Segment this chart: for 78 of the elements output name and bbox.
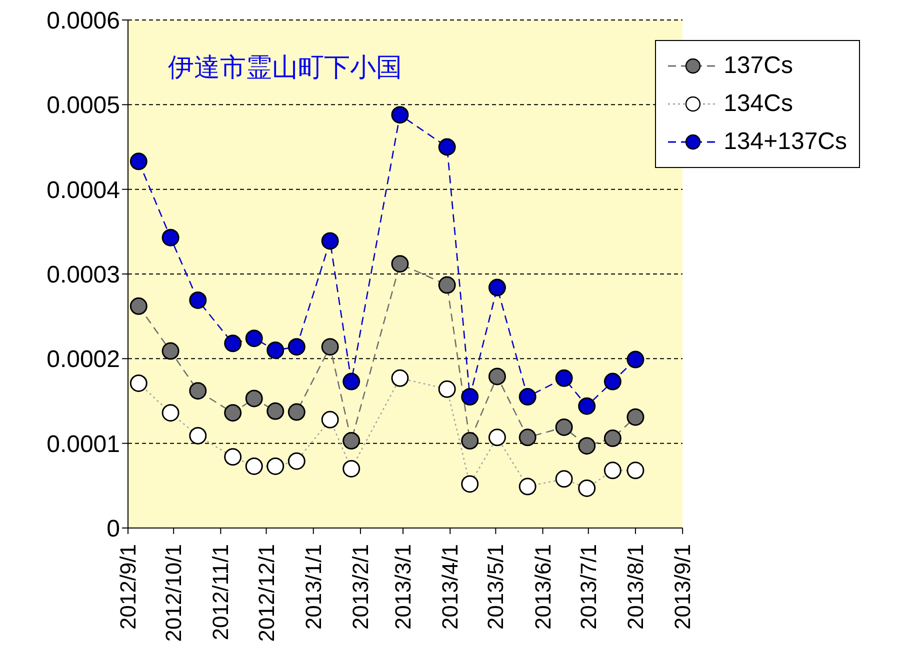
y-tick-label: 0.0005 — [46, 92, 120, 120]
point — [604, 372, 622, 390]
point — [224, 448, 242, 466]
point — [245, 390, 263, 408]
point — [578, 397, 596, 415]
y-tick-label: 0.0004 — [46, 176, 120, 204]
point — [130, 152, 148, 170]
point — [321, 232, 339, 250]
point — [266, 457, 284, 475]
point — [245, 330, 263, 348]
text: 伊達市霊山町下小国 — [168, 51, 402, 84]
point — [518, 478, 536, 496]
point — [555, 369, 573, 387]
y-tick-label: 0.0001 — [46, 430, 120, 458]
x-tick-label: 2012/10/1 — [161, 544, 186, 642]
point — [288, 403, 306, 421]
x-tick-label: 2013/9/1 — [670, 544, 696, 630]
point — [245, 457, 263, 475]
point — [518, 388, 536, 406]
x-tick-label: 2012/9/1 — [116, 544, 140, 630]
point — [266, 402, 284, 420]
point — [555, 418, 573, 436]
y-tick-label: 0 — [106, 516, 120, 543]
legend-label: 134Cs — [724, 90, 793, 118]
point — [189, 291, 207, 309]
point — [288, 338, 306, 356]
point — [626, 408, 644, 426]
point — [578, 479, 596, 497]
point — [130, 374, 148, 392]
x-tick-label: 2012/11/1 — [208, 544, 234, 640]
point — [604, 430, 622, 448]
legend-label: 137Cs — [724, 52, 793, 80]
x-tick-label: 2012/12/1 — [254, 544, 279, 642]
point — [162, 342, 180, 360]
x-tick-label: 2013/2/1 — [348, 544, 373, 630]
x-tick-label: 2013/8/1 — [622, 544, 648, 630]
point — [461, 432, 479, 450]
y-tick-label: 0.0003 — [46, 262, 120, 289]
point — [224, 334, 242, 352]
point — [189, 382, 207, 400]
legend-label: 134+137Cs — [724, 128, 847, 156]
point — [288, 452, 306, 470]
point — [342, 432, 360, 450]
point — [321, 410, 339, 428]
point — [189, 426, 207, 444]
x-tick-label: 2013/3/1 — [390, 544, 416, 630]
point — [391, 255, 409, 273]
point — [162, 404, 180, 422]
x-tick-label: 2013/4/1 — [438, 544, 463, 630]
point — [438, 380, 456, 398]
x-tick-label: 2013/5/1 — [483, 544, 508, 630]
point — [578, 437, 596, 455]
point — [626, 350, 644, 368]
point — [488, 368, 506, 386]
point — [461, 388, 479, 406]
x-tick-label: 2013/1/1 — [300, 544, 326, 630]
point — [391, 106, 409, 124]
point — [391, 369, 409, 387]
point — [518, 428, 536, 446]
point — [555, 470, 573, 488]
point — [488, 428, 506, 446]
point — [130, 297, 148, 315]
x-tick-label: 2013/6/1 — [530, 544, 556, 630]
y-tick-label: 0.0002 — [46, 346, 120, 374]
point — [488, 278, 506, 296]
point — [438, 276, 456, 294]
point — [162, 228, 180, 246]
point — [438, 138, 456, 156]
point — [342, 372, 360, 390]
point — [461, 475, 479, 493]
point — [604, 462, 622, 480]
y-tick-label: 0.0006 — [46, 8, 120, 35]
point — [266, 341, 284, 359]
point — [224, 404, 242, 422]
point — [626, 462, 644, 480]
x-tick-label: 2013/7/1 — [576, 544, 601, 630]
point — [321, 338, 339, 356]
point — [342, 460, 360, 478]
